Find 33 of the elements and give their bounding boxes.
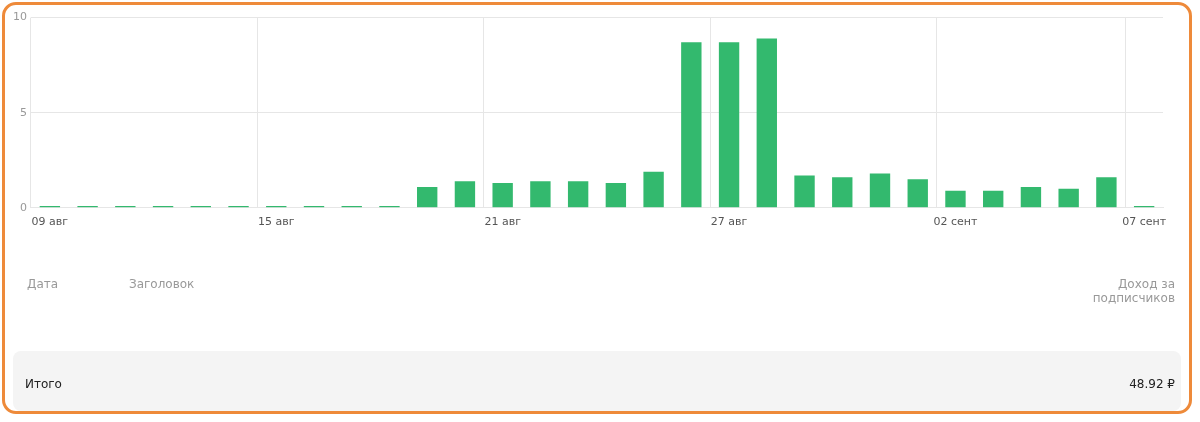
bar xyxy=(1058,188,1079,208)
bar xyxy=(643,171,664,208)
text: Итого xyxy=(25,377,62,391)
bar xyxy=(832,177,853,208)
bar xyxy=(492,183,513,208)
text: 48.92 ₽ xyxy=(1129,377,1175,391)
x-tick-label: 09 авг xyxy=(31,215,69,229)
text: Заголовок xyxy=(129,277,195,291)
bar xyxy=(681,42,702,208)
bar xyxy=(756,38,777,208)
x-tick-label: 15 авг xyxy=(258,215,295,229)
bar xyxy=(417,186,438,208)
bar xyxy=(983,190,1004,208)
bar xyxy=(1096,177,1117,208)
x-tick-label: 07 сент xyxy=(1122,215,1167,229)
bar xyxy=(605,183,627,208)
text: Доход за подписчиков xyxy=(1091,277,1175,305)
y-tick-label: 5 xyxy=(20,105,27,119)
y-tick-label: 0 xyxy=(20,200,27,214)
x-tick-label: 02 сент xyxy=(933,215,979,229)
bar xyxy=(1020,186,1042,208)
y-tick-label: 10 xyxy=(13,10,27,24)
bar xyxy=(567,181,589,208)
bar xyxy=(718,42,740,208)
bar xyxy=(907,179,928,208)
x-tick-label: 27 авг xyxy=(710,215,748,229)
bar xyxy=(945,190,966,208)
bar xyxy=(530,181,551,208)
text: Дата xyxy=(27,277,59,291)
bar xyxy=(454,181,476,208)
bar xyxy=(794,175,815,208)
bar xyxy=(869,173,891,208)
x-tick-label: 21 авг xyxy=(484,215,522,229)
